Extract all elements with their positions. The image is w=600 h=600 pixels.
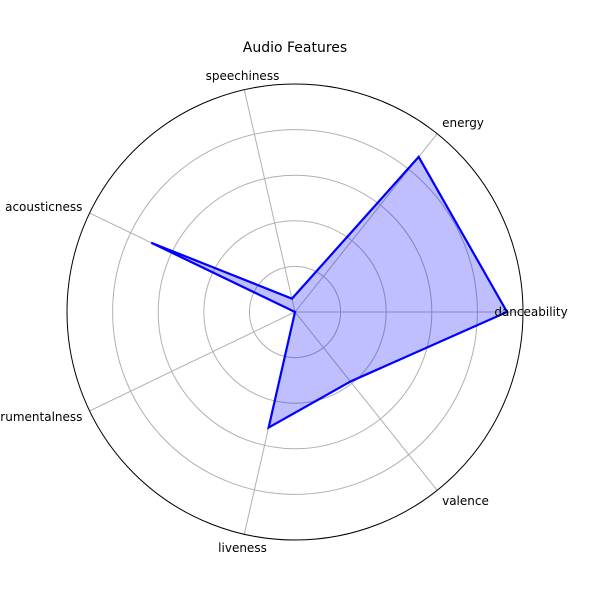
label-layer: danceability energy speechiness acousticnes… [0, 69, 568, 555]
axis-label-liveness: liveness [218, 541, 267, 555]
chart-title: Audio Features [243, 40, 347, 56]
spoke-instrumentalness [89, 311, 296, 412]
spoke-speechiness [243, 89, 296, 313]
axis-label-danceability: danceability [494, 305, 567, 319]
axis-label-energy: energy [442, 116, 484, 130]
axis-label-speechiness: speechiness [206, 69, 280, 83]
grid-layer [66, 83, 524, 541]
series-layer [150, 155, 509, 430]
series-line-1 [150, 155, 509, 430]
axis-label-valence: valence [442, 494, 489, 508]
axis-label-acousticness: acousticness [5, 200, 82, 214]
axis-label-instrumentalness: instrumentalness [0, 410, 82, 424]
spoke-valence [294, 311, 438, 491]
series-fill-1 [151, 156, 508, 428]
outer-frame-circle [66, 83, 524, 541]
